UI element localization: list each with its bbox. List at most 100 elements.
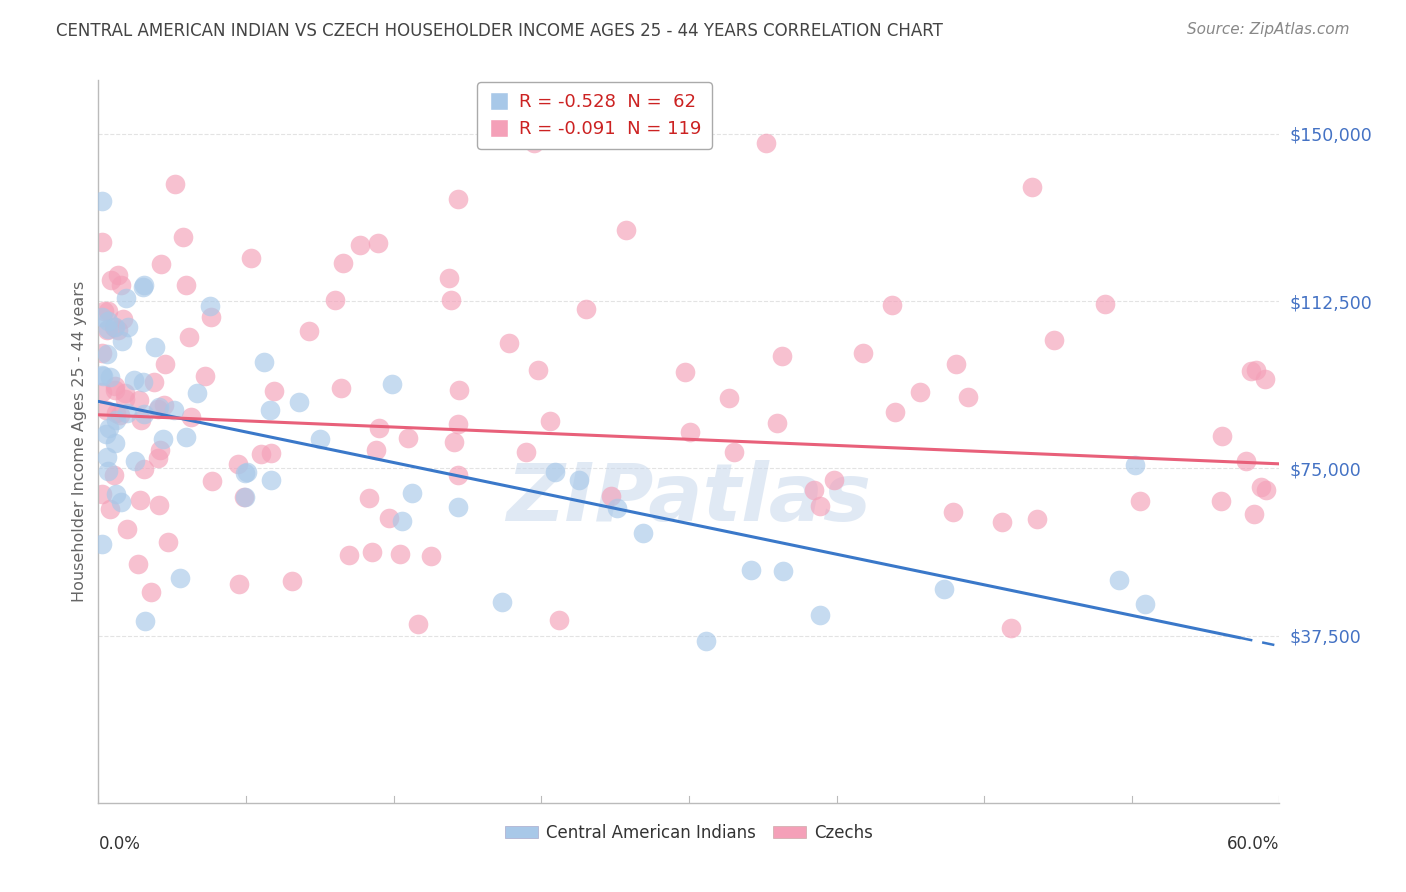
Point — [1250, 479, 1272, 493]
Point — [143, 340, 166, 354]
Point — [104, 383, 127, 397]
Point — [447, 417, 470, 431]
Point — [153, 398, 176, 412]
Point — [755, 136, 778, 150]
Point — [544, 465, 567, 479]
Point — [232, 490, 254, 504]
Point — [128, 393, 150, 408]
Point — [91, 235, 114, 249]
Point — [114, 392, 136, 406]
Point — [117, 320, 139, 334]
Point — [389, 548, 412, 562]
Point — [165, 177, 187, 191]
Point — [156, 535, 179, 549]
Point — [107, 268, 129, 282]
Point — [880, 298, 903, 312]
Point — [614, 222, 637, 236]
Point — [491, 595, 513, 609]
Point — [1000, 621, 1022, 635]
Point — [349, 237, 371, 252]
Point — [548, 613, 571, 627]
Point — [323, 293, 346, 308]
Point — [103, 467, 125, 482]
Point — [367, 235, 389, 250]
Point — [808, 499, 831, 513]
Point — [440, 293, 463, 307]
Point — [177, 330, 200, 344]
Point — [186, 386, 208, 401]
Point — [169, 571, 191, 585]
Point — [287, 394, 309, 409]
Point — [408, 616, 430, 631]
Point — [132, 462, 155, 476]
Point — [233, 490, 256, 504]
Legend: Central American Indians, Czechs: Central American Indians, Czechs — [498, 817, 880, 848]
Point — [575, 302, 598, 317]
Point — [200, 474, 222, 488]
Point — [148, 400, 170, 414]
Point — [117, 522, 139, 536]
Point — [250, 447, 273, 461]
Text: ZIPatlas: ZIPatlas — [506, 460, 872, 539]
Point — [107, 323, 129, 337]
Point — [1026, 512, 1049, 526]
Point — [447, 468, 470, 483]
Point — [419, 549, 441, 564]
Point — [526, 362, 548, 376]
Point — [129, 413, 152, 427]
Point — [599, 490, 621, 504]
Point — [679, 425, 702, 440]
Point — [259, 403, 281, 417]
Point — [772, 564, 794, 578]
Point — [1135, 597, 1157, 611]
Point — [91, 487, 114, 501]
Point — [990, 515, 1012, 529]
Point — [115, 291, 138, 305]
Point — [330, 381, 353, 395]
Point — [91, 346, 114, 360]
Point — [96, 450, 118, 465]
Point — [91, 537, 114, 551]
Point — [1129, 494, 1152, 508]
Point — [110, 495, 132, 509]
Text: Source: ZipAtlas.com: Source: ZipAtlas.com — [1187, 22, 1350, 37]
Point — [1244, 363, 1267, 377]
Point — [97, 464, 120, 478]
Point — [94, 403, 117, 417]
Point — [235, 466, 257, 480]
Point — [98, 421, 121, 435]
Point — [163, 402, 186, 417]
Point — [103, 319, 125, 334]
Point — [149, 257, 172, 271]
Point — [98, 502, 121, 516]
Text: 60.0%: 60.0% — [1227, 835, 1279, 854]
Point — [437, 271, 460, 285]
Point — [228, 577, 250, 591]
Point — [148, 498, 170, 512]
Point — [447, 192, 470, 206]
Point — [93, 304, 115, 318]
Point — [110, 334, 132, 348]
Point — [149, 443, 172, 458]
Point — [132, 280, 155, 294]
Point — [104, 378, 127, 392]
Point — [115, 406, 138, 420]
Point — [180, 410, 202, 425]
Point — [695, 633, 717, 648]
Point — [567, 473, 589, 487]
Point — [523, 136, 546, 150]
Point — [281, 574, 304, 588]
Point — [174, 277, 197, 292]
Point — [1108, 574, 1130, 588]
Point — [228, 457, 250, 471]
Point — [381, 377, 404, 392]
Point — [1021, 180, 1043, 194]
Point — [910, 384, 932, 399]
Point — [396, 431, 419, 445]
Point — [932, 582, 955, 597]
Point — [176, 430, 198, 444]
Point — [391, 514, 413, 528]
Point — [122, 373, 145, 387]
Point — [91, 310, 114, 325]
Point — [1211, 429, 1233, 443]
